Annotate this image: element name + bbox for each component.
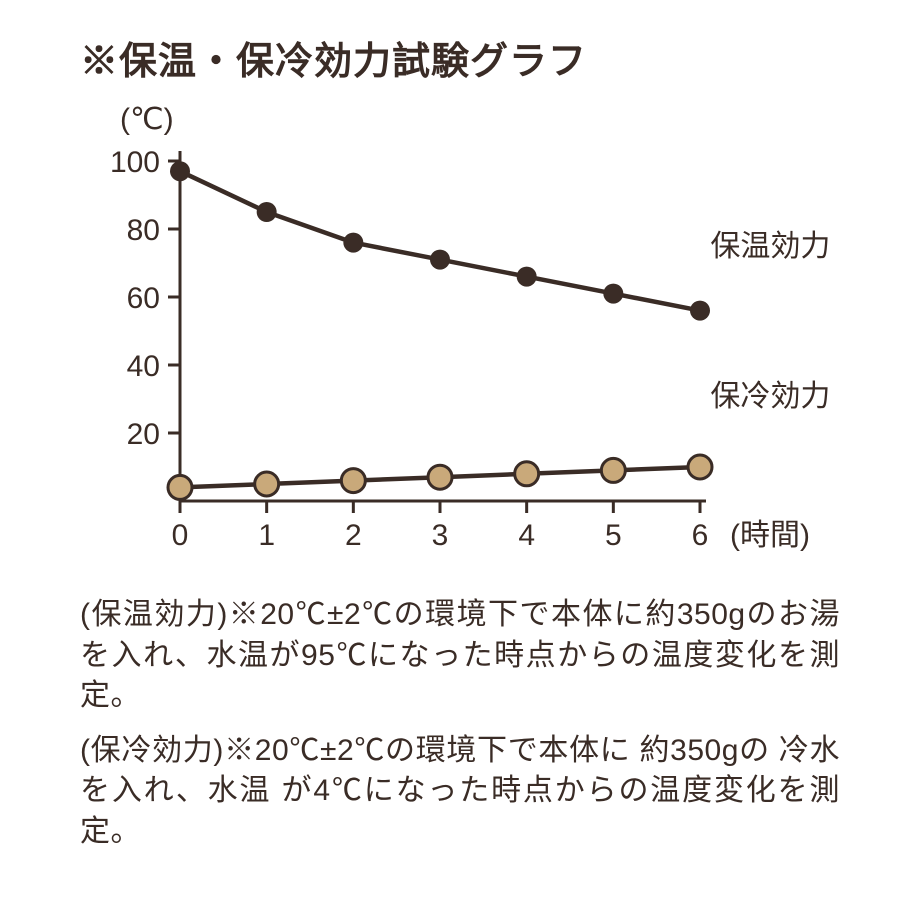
x-tick-label: 1 xyxy=(258,519,275,552)
series-marker-hot xyxy=(690,301,710,321)
series-marker-cold xyxy=(168,475,192,499)
series-label-hot: 保温効力 xyxy=(710,230,830,263)
series-marker-cold xyxy=(515,462,539,486)
series-marker-hot xyxy=(517,267,537,287)
x-tick-label: 6 xyxy=(692,519,709,552)
x-tick-label: 2 xyxy=(345,519,362,552)
description-hot: (保温効力)※20℃±2℃の環境下で本体に約350gのお湯を入れ、水温が95℃に… xyxy=(80,595,840,717)
y-tick-label: 20 xyxy=(127,418,160,451)
series-label-cold: 保冷効力 xyxy=(710,380,830,413)
series-marker-hot xyxy=(257,202,277,222)
series-marker-cold xyxy=(255,472,279,496)
description-cold: (保冷効力)※20℃±2℃の環境下で本体に 約350gの 冷水 を入れ、水温 が… xyxy=(80,731,840,853)
x-unit-label: (時間) xyxy=(730,519,810,552)
x-tick-label: 3 xyxy=(432,519,449,552)
x-tick-label: 4 xyxy=(518,519,535,552)
series-marker-cold xyxy=(341,469,365,493)
y-unit-label: (℃) xyxy=(120,103,174,136)
chart-svg: (℃) 20 40 60 80 100 0 1 2 3 4 5 6 (時間) 保温効力保冷効力 xyxy=(80,91,840,581)
y-tick-label: 60 xyxy=(127,282,160,315)
chart-container: (℃) 20 40 60 80 100 0 1 2 3 4 5 6 (時間) 保温効力保冷効力 xyxy=(80,91,840,581)
y-tick-label: 100 xyxy=(110,146,160,179)
series-marker-cold xyxy=(688,455,712,479)
y-tick-label: 40 xyxy=(127,350,160,383)
x-tick-label: 0 xyxy=(172,519,189,552)
chart-title: ※保温・保冷効力試験グラフ xyxy=(80,30,840,85)
series-marker-cold xyxy=(601,458,625,482)
y-tick-label: 80 xyxy=(127,214,160,247)
series-marker-hot xyxy=(343,233,363,253)
series-marker-hot xyxy=(430,250,450,270)
x-tick-label: 5 xyxy=(605,519,622,552)
series-marker-hot xyxy=(603,284,623,304)
series-marker-cold xyxy=(428,465,452,489)
series-marker-hot xyxy=(170,161,190,181)
